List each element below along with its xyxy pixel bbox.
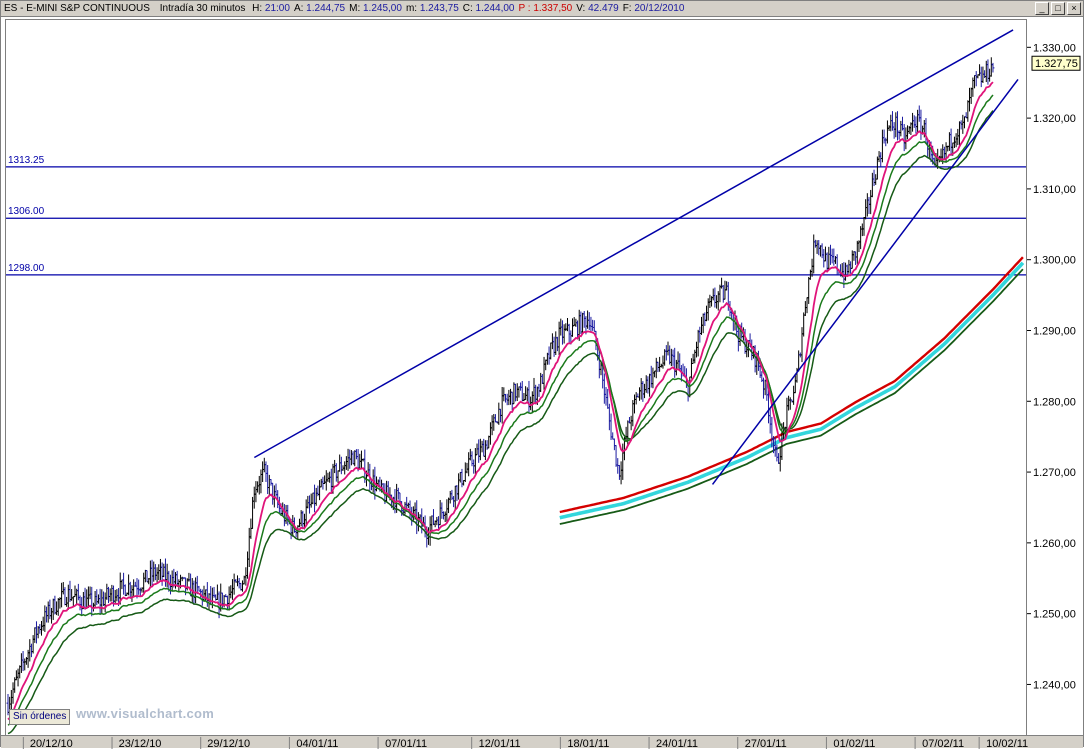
field-label: F:: [622, 3, 635, 14]
y-tick-label: 1.270,00: [1033, 467, 1076, 479]
x-tick-label: 07/01/11: [385, 738, 427, 749]
x-tick-label: 07/02/11: [922, 738, 964, 749]
ohlc-fields: H: 21:00 A: 1.244,75 M: 1.245,00 m: 1.243,7…: [252, 3, 688, 14]
trendline-lower: [711, 79, 1019, 485]
slow-ma-green: [559, 268, 1024, 525]
x-tick-label: 29/12/10: [207, 738, 250, 749]
field-label: M:: [349, 3, 363, 14]
x-tick-label: 20/12/10: [30, 738, 73, 749]
trendline-upper: [253, 29, 1014, 459]
x-axis[interactable]: 20/12/10 23/12/10 29/12/10 04/01/11 07/01/11…: [1, 735, 1083, 750]
x-tick-label: 23/12/10: [119, 738, 162, 749]
field-label: P :: [518, 3, 534, 14]
price-chart: 1313.25 1306.00 1298.00: [6, 29, 1026, 735]
price-bars: [6, 57, 995, 718]
x-tick-label: 12/01/11: [479, 738, 521, 749]
y-tick-label: 1.290,00: [1033, 325, 1076, 337]
x-tick-label: 27/01/11: [745, 738, 787, 749]
close-icon[interactable]: ×: [1067, 2, 1081, 15]
level-label: 1306.00: [8, 206, 45, 217]
field-label: H:: [252, 3, 265, 14]
field-label: m:: [405, 3, 420, 14]
field-label: V:: [576, 3, 589, 14]
interval-label: Intradía 30 minutos: [159, 3, 246, 14]
x-tick-label: 24/01/11: [656, 738, 698, 749]
symbol-name: ES - E-MINI S&P CONTINUOUS: [4, 3, 150, 14]
y-tick-label: 1.250,00: [1033, 609, 1076, 621]
ma-dark-green: [7, 110, 994, 735]
x-tick-label: 18/01/11: [567, 738, 609, 749]
ma-green: [7, 94, 994, 726]
last-price-label: 1.327,75: [1035, 58, 1078, 70]
y-tick-label: 1.260,00: [1033, 538, 1076, 550]
field-value: 42.479: [588, 3, 619, 14]
level-label: 1313.25: [8, 155, 45, 166]
y-tick-label: 1.280,00: [1033, 396, 1076, 408]
y-tick-label: 1.310,00: [1033, 184, 1076, 196]
field-value: 21:00: [264, 3, 290, 14]
slow-ma-cyan: [559, 261, 1025, 520]
x-tick-label: 04/01/11: [296, 738, 338, 749]
chart-title-bar: ES - E-MINI S&P CONTINUOUS Intradía 30 m…: [1, 1, 1083, 17]
y-tick-label: 1.320,00: [1033, 113, 1076, 125]
minimize-icon[interactable]: _: [1035, 2, 1049, 15]
field-label: A:: [293, 3, 307, 14]
slow-ma-red: [559, 256, 1024, 514]
last-price-box: [1031, 55, 1081, 71]
y-tick-label: 1.240,00: [1033, 679, 1076, 691]
field-value: 1.337,50: [533, 3, 573, 14]
field-value: 1.245,00: [363, 3, 402, 14]
y-tick-label: 1.300,00: [1033, 255, 1076, 267]
plot-area[interactable]: 1313.25 1306.00 1298.00: [5, 19, 1027, 736]
field-label: C:: [462, 3, 476, 14]
y-tick-label: 1.330,00: [1033, 42, 1076, 54]
window-controls: _ □ ×: [1035, 2, 1081, 15]
y-axis[interactable]: 1.330,00 1.320,00 1.310,00 1.300,00 1.290,00…: [1027, 19, 1083, 734]
field-value: 1.244,75: [306, 3, 346, 14]
level-label: 1298.00: [8, 263, 45, 274]
y-axis-labels: 1.330,00 1.320,00 1.310,00 1.300,00 1.290,00…: [1027, 42, 1081, 691]
ma-magenta: [7, 81, 994, 721]
field-value: 1.244,00: [475, 3, 515, 14]
field-value: 1.243,75: [419, 3, 459, 14]
x-tick-label: 01/02/11: [833, 738, 875, 749]
visualchart-watermark: www.visualchart.com: [76, 706, 215, 721]
maximize-icon[interactable]: □: [1051, 2, 1065, 15]
orders-status-button[interactable]: Sin órdenes: [9, 709, 71, 725]
field-value: 20/12/2010: [634, 3, 685, 14]
x-tick-label: 10/02/11: [986, 738, 1028, 749]
x-axis-labels: 20/12/10 23/12/10 29/12/10 04/01/11 07/01/11…: [22, 737, 1028, 750]
